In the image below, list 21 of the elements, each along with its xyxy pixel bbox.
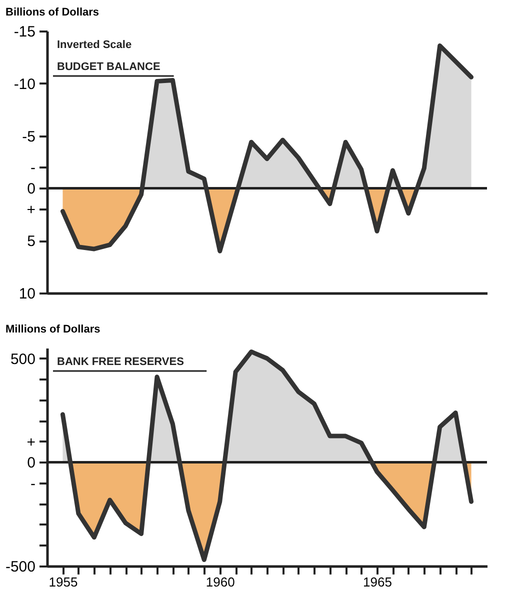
y-axis-title: Millions of Dollars (6, 324, 100, 336)
y-tick-label: + (26, 434, 36, 451)
annotation: Inverted Scale (57, 39, 132, 51)
x-tick-label: 1955 (48, 574, 78, 590)
y-tick-label: 10 (18, 286, 36, 302)
y-tick-label: -500 (5, 558, 36, 576)
y-axis-title: Billions of Dollars (6, 6, 100, 18)
y-tick-label: - (30, 475, 36, 492)
x-tick-label: 1960 (206, 574, 235, 590)
y-tick-label: -10 (14, 76, 36, 93)
y-tick-label: 0 (27, 454, 36, 472)
x-tick-label: 1965 (363, 574, 392, 590)
y-tick-label: + (26, 202, 36, 219)
y-tick-label: -5 (22, 128, 36, 146)
y-tick-label: 5 (27, 233, 36, 250)
annotation: BUDGET BALANCE (57, 61, 160, 73)
annotation: BANK FREE RESERVES (57, 356, 184, 368)
y-tick-label: -15 (14, 24, 36, 40)
y-tick-label: 500 (10, 350, 36, 368)
y-tick-label: - (30, 160, 36, 177)
y-tick-label: 0 (27, 180, 36, 198)
